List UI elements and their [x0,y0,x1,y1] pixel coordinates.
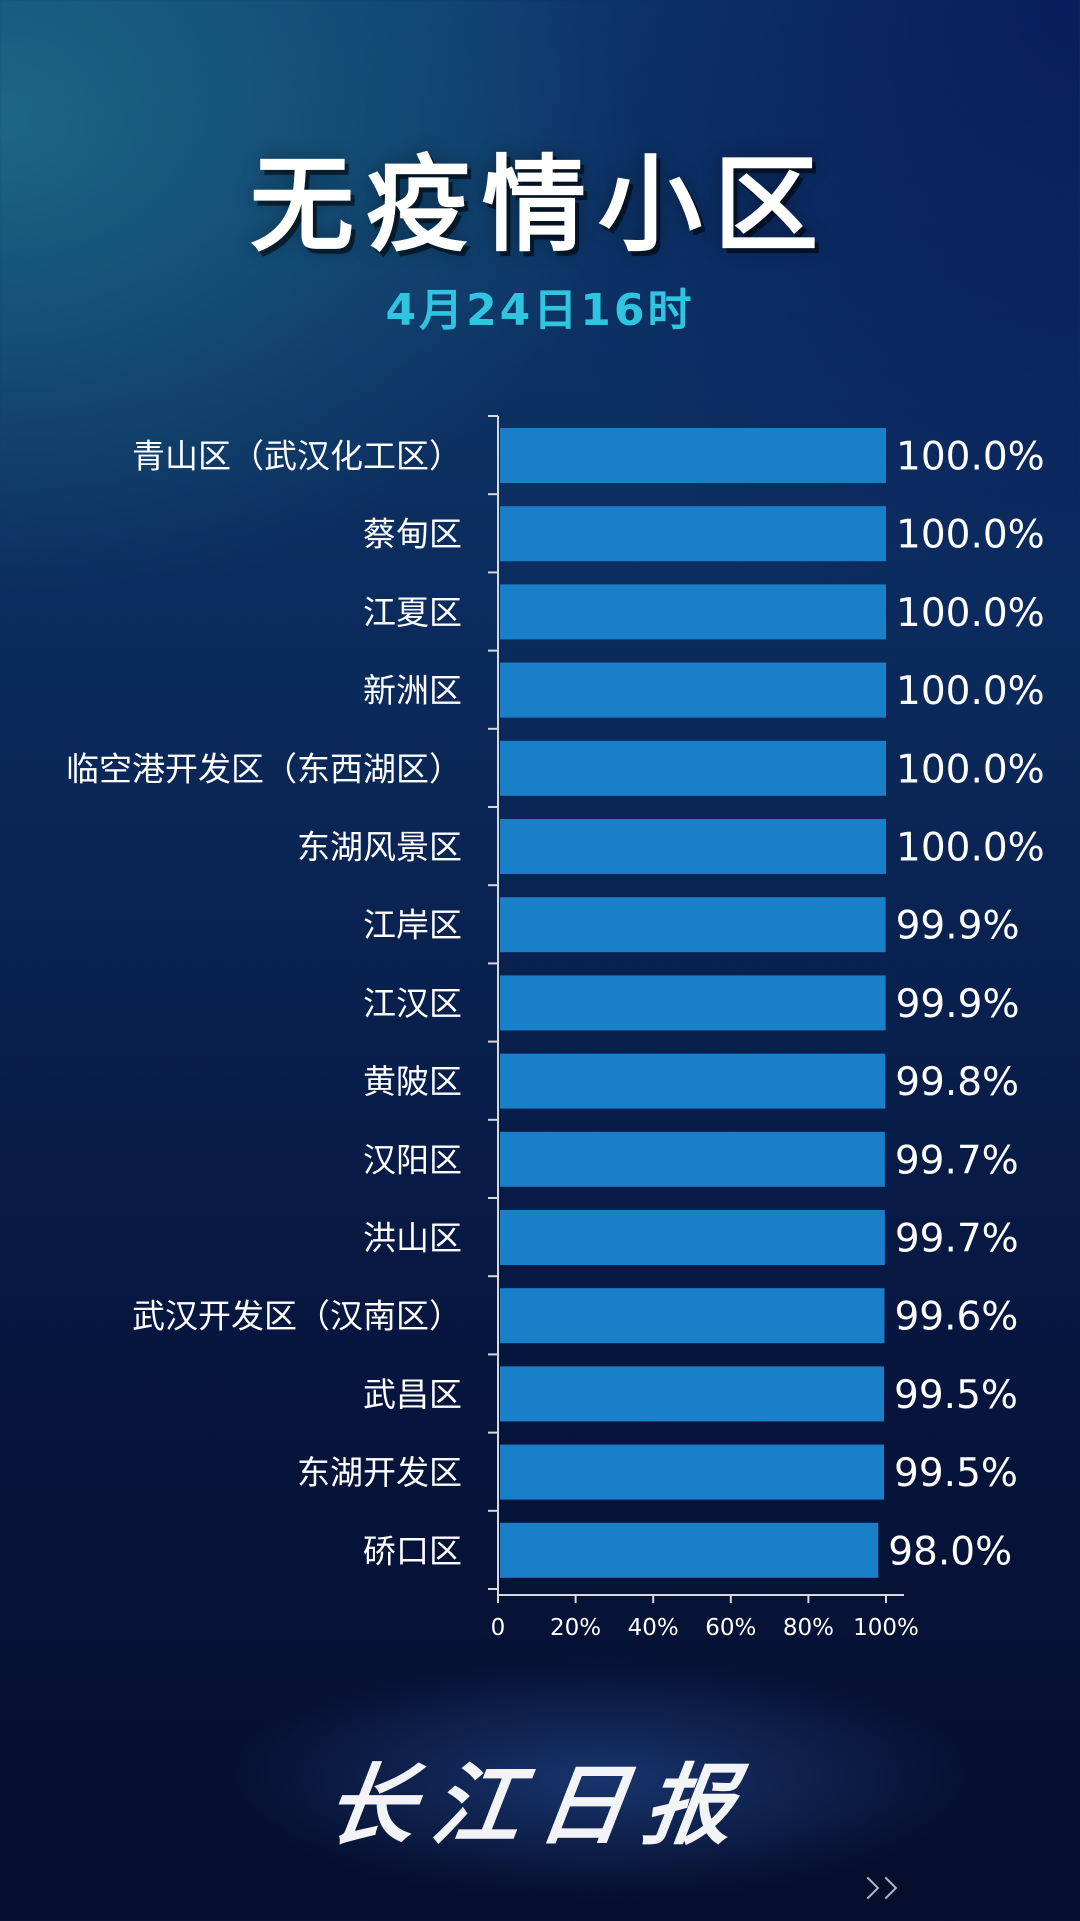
value-label: 100.0% [896,826,1045,871]
value-label: 99.7% [895,1217,1019,1262]
category-label: 新洲区 [363,671,462,710]
category-label: 汉阳区 [363,1140,462,1179]
category-label: 江汉区 [363,984,462,1023]
value-label: 100.0% [896,591,1045,636]
x-tick-label: 20% [550,1615,601,1640]
bar [500,1366,885,1422]
page-title: 无疫情小区 [249,144,830,266]
x-tick-label: 80% [783,1615,834,1640]
value-label: 100.0% [896,669,1045,714]
bar [500,740,886,796]
value-labels: 100.0% 100.0% 100.0% 100.0% 100.0% 100.0% 99.9… [888,435,1044,1575]
x-tick-label: 100% [853,1615,919,1640]
category-label: 洪山区 [363,1219,462,1258]
category-label: 江岸区 [363,906,462,945]
category-label: 黄陂区 [363,1062,462,1101]
value-label: 99.5% [894,1451,1018,1496]
bar [500,1053,886,1109]
category-label: 武昌区 [363,1375,462,1414]
bar [500,1210,885,1265]
bar [500,897,886,953]
value-label: 99.6% [894,1295,1018,1340]
category-label: 江夏区 [363,593,462,632]
category-label: 临空港开发区（东西湖区） [66,749,462,788]
x-tick-label: 40% [628,1615,679,1640]
bar [500,584,886,640]
value-label: 99.9% [896,982,1020,1027]
x-tick-label: 60% [705,1615,756,1640]
value-label: 99.8% [895,1060,1019,1105]
bar [500,662,886,718]
x-tick-label: 0 [491,1615,506,1640]
category-label: 青山区（武汉化工区） [132,437,462,476]
bar [500,428,886,483]
value-label: 98.0% [888,1529,1012,1574]
category-label: 硚口区 [363,1531,462,1570]
background-glow [0,1640,1080,1921]
category-label: 武汉开发区（汉南区） [132,1297,462,1336]
category-label: 东湖风景区 [297,828,462,867]
bar [500,1522,879,1578]
bar [500,975,886,1031]
value-label: 100.0% [896,747,1045,792]
axes: 0 20% 40% 60% 80% 100% [488,415,919,1640]
bars [500,428,886,1578]
bar [500,506,886,562]
value-label: 99.5% [894,1373,1018,1418]
value-label: 100.0% [896,513,1045,558]
category-label: 东湖开发区 [297,1453,462,1492]
bar [500,1288,885,1344]
value-label: 99.7% [895,1138,1019,1183]
bar [500,1131,885,1187]
value-label: 99.9% [896,904,1020,949]
page-subtitle: 4月24日16时 [385,285,695,336]
bar [500,819,886,874]
value-label: 100.0% [896,435,1045,480]
bar [500,1444,885,1500]
category-label: 蔡甸区 [363,515,462,554]
newspaper-logo: 长江日报 [319,1753,759,1857]
